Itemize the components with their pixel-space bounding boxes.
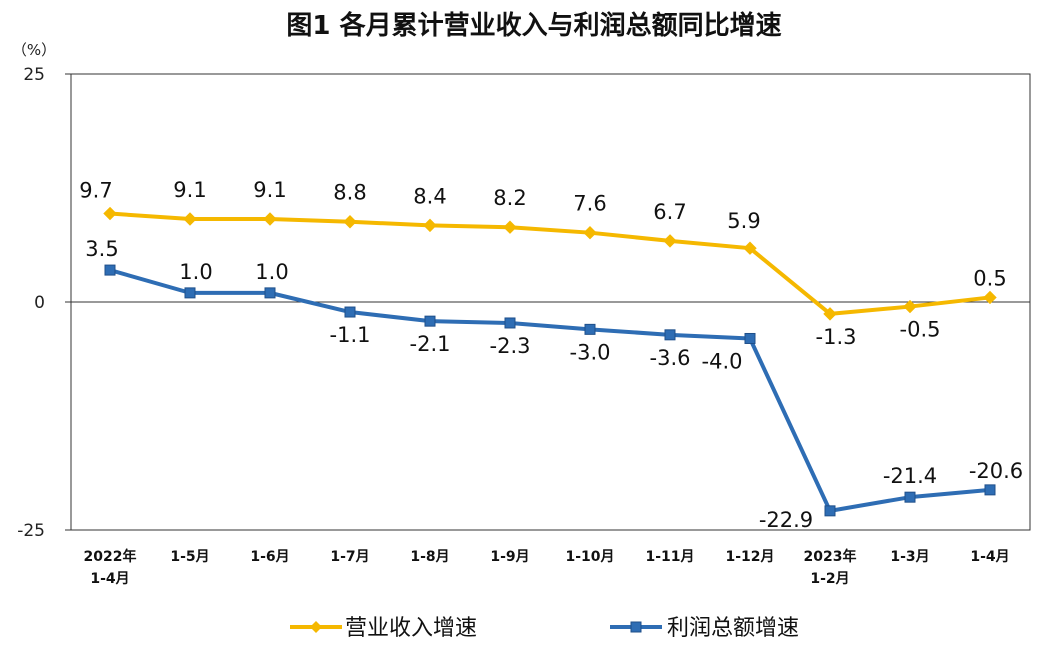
- x-tick-label: 1-6月: [250, 549, 289, 565]
- legend-marker-square: [630, 621, 642, 633]
- data-label: -2.1: [410, 332, 451, 356]
- series-1-point: [183, 212, 197, 226]
- x-tick-label: 1-10月: [565, 549, 614, 565]
- series-1-point: [823, 307, 837, 321]
- series-2-point: [104, 264, 116, 276]
- x-tick-label: 1-5月: [170, 549, 209, 565]
- data-label: 8.2: [493, 186, 526, 210]
- x-tick-label: 1-2月: [810, 571, 849, 587]
- axes: 25 0 -25 2022年 1-4月 1-5月 1-6月 1-7月 1-8月 1-9月 1-10月…: [17, 65, 1030, 587]
- data-label: 9.1: [253, 178, 286, 202]
- x-tick-label: 1-12月: [725, 549, 774, 565]
- data-label: -1.3: [816, 325, 857, 349]
- y-tick-label: -25: [17, 521, 45, 541]
- data-label: 3.5: [85, 237, 118, 261]
- data-label: -3.0: [570, 340, 611, 364]
- data-labels: 9.7 9.1 9.1 8.8 8.4 8.2 7.6 6.7 5.9 -1.3 -0.5 0.5 3.…: [79, 178, 1023, 532]
- series-line-2: [109, 268, 991, 513]
- x-tick-label: 2022年: [84, 548, 137, 565]
- series-2-point: [264, 287, 276, 299]
- x-tick-label: 1-11月: [645, 549, 694, 565]
- series-1-point: [583, 225, 597, 240]
- series-line-1: [109, 211, 991, 316]
- series-2-point: [584, 323, 596, 335]
- data-label: 8.4: [413, 184, 446, 208]
- series-2-point: [984, 484, 996, 496]
- series-2-point: [824, 505, 836, 517]
- series-1-point: [103, 206, 117, 221]
- y-tick-label: 25: [23, 65, 45, 85]
- y-axis-unit: （%）: [12, 41, 56, 59]
- data-label: 9.1: [173, 178, 206, 202]
- x-tick-label: 1-4月: [90, 571, 129, 587]
- data-label: 7.6: [573, 192, 606, 216]
- series-2-point: [184, 287, 196, 299]
- data-label: 5.9: [727, 209, 760, 233]
- x-tick-label: 1-9月: [490, 549, 529, 565]
- x-tick-label: 2023年: [804, 548, 857, 565]
- series-1-point: [663, 234, 677, 248]
- legend-marker-diamond: [310, 621, 322, 633]
- data-label: 8.8: [333, 181, 366, 205]
- data-label: 0.5: [973, 266, 1006, 290]
- data-label: -0.5: [900, 318, 941, 342]
- x-tick-label: 1-3月: [890, 549, 929, 565]
- data-label: -2.3: [490, 334, 531, 358]
- series-layer: [103, 206, 997, 517]
- data-label: -3.6: [650, 346, 691, 370]
- series-1-point: [423, 218, 437, 233]
- legend-label-2: 利润总额增速: [667, 616, 799, 641]
- data-label: 1.0: [255, 260, 288, 284]
- series-1-point: [503, 220, 517, 234]
- data-label: -20.6: [969, 459, 1023, 483]
- series-1-point: [983, 290, 997, 305]
- x-tick-label: 1-7月: [330, 549, 369, 565]
- data-label: -21.4: [883, 464, 937, 488]
- series-2-point: [904, 491, 916, 503]
- series-2-point: [344, 306, 356, 318]
- x-tick-label: 1-4月: [970, 549, 1009, 565]
- series-1-point: [903, 299, 917, 314]
- series-2-point: [504, 317, 516, 329]
- legend: 营业收入增速 利润总额增速: [290, 616, 799, 641]
- series-2-point: [424, 315, 436, 327]
- series-1-point: [743, 241, 757, 255]
- chart-title: 图1 各月累计营业收入与利润总额同比增速: [286, 10, 781, 41]
- data-label: 1.0: [179, 260, 212, 284]
- series-1-point: [343, 215, 357, 229]
- data-label: -4.0: [702, 349, 743, 373]
- legend-label-1: 营业收入增速: [345, 616, 477, 641]
- data-label: 6.7: [653, 200, 686, 224]
- series-1-point: [263, 212, 277, 226]
- data-label: 9.7: [79, 179, 112, 203]
- data-label: -1.1: [330, 323, 371, 347]
- series-2-point: [744, 332, 756, 344]
- y-tick-label: 0: [34, 293, 45, 313]
- series-2-point: [664, 329, 676, 341]
- data-label: -22.9: [759, 508, 813, 532]
- x-tick-label: 1-8月: [410, 549, 449, 565]
